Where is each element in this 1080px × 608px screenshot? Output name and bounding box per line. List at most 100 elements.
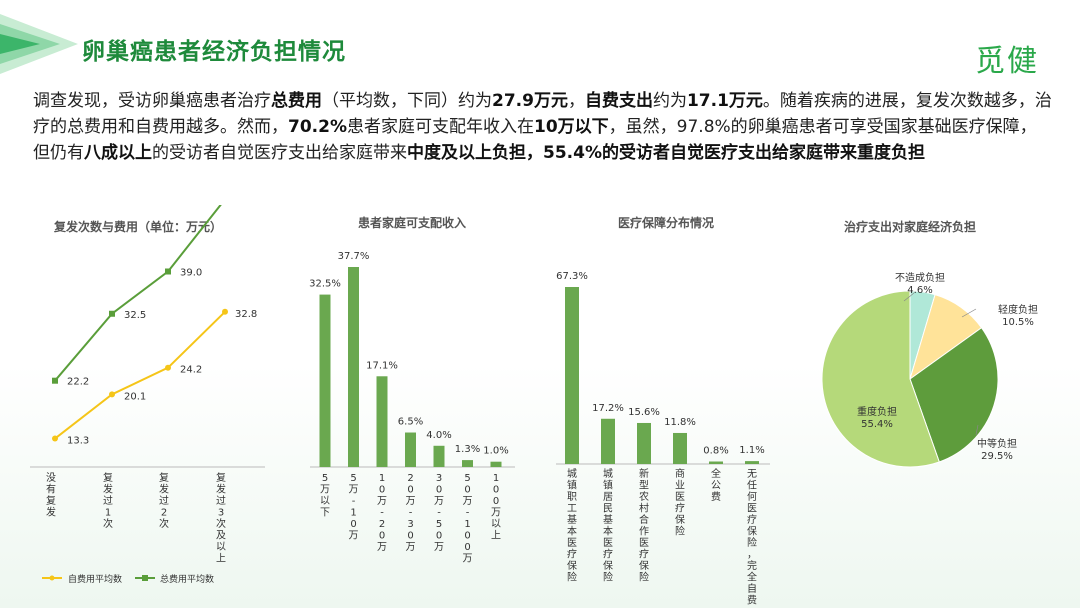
leader-line [975, 424, 979, 436]
summary-segment: 17.1万元 [686, 91, 763, 111]
bar [673, 432, 687, 464]
x-tick-label: 3 0 万-5 0 万 [434, 473, 444, 553]
x-tick-label: 无任何医疗保险，完全自费 [747, 469, 757, 605]
data-label: 1.3% [455, 444, 480, 455]
legend-label: 总费用平均数 [160, 573, 214, 585]
x-tick-label: 1 0 万-2 0 万 [377, 473, 387, 553]
chart-title: 患者家庭可支配收入 [358, 215, 466, 230]
x-tick-label: 全公费 [711, 467, 721, 503]
data-label: 1.1% [739, 445, 764, 456]
x-tick-label: 没有复发 [46, 472, 56, 519]
slice-pct: 10.5% [1002, 317, 1034, 328]
data-point [109, 391, 115, 398]
summary-segment: 中度及以上负担，55.4%的受访者自觉医疗支出给家庭带来重度负担 [407, 143, 925, 163]
data-point [222, 308, 228, 315]
bar [462, 460, 473, 467]
data-label: 1.0% [483, 446, 508, 457]
data-label: 67.3% [556, 271, 588, 282]
x-tick-label: 2 0 万-3 0 万 [406, 473, 416, 553]
bar [433, 445, 445, 467]
chart-title: 复发次数与费用（单位：万元） [53, 219, 222, 234]
data-label: 32.5 [124, 310, 146, 321]
summary-segment: 八成以上 [84, 143, 152, 163]
data-label: 0.8% [703, 446, 728, 457]
bar-chart-insurance: 医疗保障分布情况 67.3% 城镇职工基本医疗保险 17.2% 城镇居民基本医疗保险 15… [556, 215, 770, 605]
slice-label: 中等负担 [977, 437, 1017, 450]
data-label: 39.0 [180, 268, 202, 279]
chart-title: 治疗支出对家庭经济负担 [844, 219, 976, 234]
bar [565, 287, 579, 464]
summary-segment: 。随着疾病的进展，复发次数越多，治疗的总费用和自费用越多。然而， [33, 91, 1052, 137]
data-point [165, 364, 171, 371]
data-label: 4.0% [426, 430, 451, 441]
x-tick-label: 城镇居民基本医疗保险 [603, 468, 613, 584]
pie-slice [909, 327, 999, 463]
bar [319, 294, 331, 467]
x-tick-label: 商业医疗保险 [675, 467, 685, 538]
bar [405, 432, 416, 467]
data-point [165, 268, 171, 275]
data-label: 37.7% [338, 251, 370, 262]
data-label: 20.1 [124, 391, 146, 402]
data-label: 17.1% [366, 360, 398, 371]
summary-segment: ，虽然，97.8%的卵巢癌患者可享受国家基础医疗保障，但仍有 [33, 117, 1037, 163]
summary-segment: ， [567, 91, 585, 111]
data-label: 32.8 [235, 309, 257, 320]
summary-segment: 27.9万元 [492, 91, 568, 111]
bar [348, 267, 359, 467]
chart-title: 医疗保障分布情况 [618, 215, 714, 230]
data-label: 13.3 [67, 436, 89, 447]
data-label: 17.2% [592, 403, 624, 414]
slice-pct: 4.6% [907, 285, 932, 296]
summary-segment: 的受访者自觉医疗支出给家庭带来 [152, 143, 407, 163]
leader-line [903, 292, 915, 302]
data-label: 32.5% [309, 279, 341, 290]
slice-label: 轻度负担 [998, 303, 1038, 316]
data-label: 22.2 [67, 377, 89, 388]
x-tick-label: 复发过 3 次及以上 [216, 471, 226, 565]
x-tick-label: 复发过 2 次 [159, 471, 169, 530]
legend-marker [142, 575, 148, 581]
bar [490, 461, 502, 467]
legend-marker [49, 575, 55, 581]
bar-chart-household-income: 患者家庭可支配收入 32.5% 5 万以下 37.7% 5 万-1 0 万 17.1% 1 0 万-2 0… [309, 215, 515, 565]
data-label: 11.8% [664, 417, 696, 428]
bar [376, 376, 388, 467]
line-chart-recurrence-cost: 复发次数与费用（单位：万元） 13.3 20.1 24.2 32.8 22.2 32.5 39… [30, 205, 265, 585]
summary-segment: 患者家庭可支配年收入在 [346, 117, 534, 137]
data-label: 50.1 [235, 205, 257, 206]
x-tick-label: 1 0 0 万以上 [491, 473, 501, 542]
x-tick-label: 新型农村合作医疗保险 [639, 467, 649, 584]
summary-segment: 70.2% [288, 117, 347, 137]
page-title: 卵巢癌患者经济负担情况 [82, 39, 346, 65]
bar [745, 461, 759, 464]
x-tick-label: 5 0 万-1 0 0 万 [463, 473, 473, 565]
x-tick-label: 城镇职工基本医疗保险 [567, 468, 577, 584]
bar [637, 422, 651, 464]
summary-segment: 自费支出 [584, 91, 653, 111]
series-line-1 [54, 205, 222, 382]
data-point [52, 435, 58, 442]
title-decoration-icon [0, 14, 78, 74]
x-tick-label: 复发过 1 次 [103, 471, 113, 530]
x-tick-label: 5 万以下 [320, 473, 330, 519]
summary-segment: 10万以下 [533, 117, 609, 137]
summary-segment: 总费用 [271, 91, 322, 111]
x-tick-label: 5 万-1 0 万 [349, 473, 359, 542]
summary-segment: （平均数，下同）约为 [322, 91, 492, 111]
summary-segment: 约为 [652, 91, 687, 111]
data-label: 15.6% [628, 407, 660, 418]
series-line-0 [54, 311, 226, 440]
summary-paragraph: 调查发现，受访卵巢癌患者治疗总费用（平均数，下同）约为27.9万元，自费支出约为… [33, 88, 1053, 166]
bar [709, 461, 723, 464]
leader-line [961, 308, 977, 318]
brand-logo: 觅健 [975, 44, 1039, 79]
slice-pct: 29.5% [981, 451, 1013, 462]
data-point [109, 310, 115, 317]
legend-label: 自费用平均数 [68, 573, 122, 585]
slice-label: 重度负担 [857, 405, 897, 418]
data-label: 24.2 [180, 365, 202, 376]
pie-slice [821, 290, 940, 468]
slice-label: 不造成负担 [895, 271, 945, 284]
